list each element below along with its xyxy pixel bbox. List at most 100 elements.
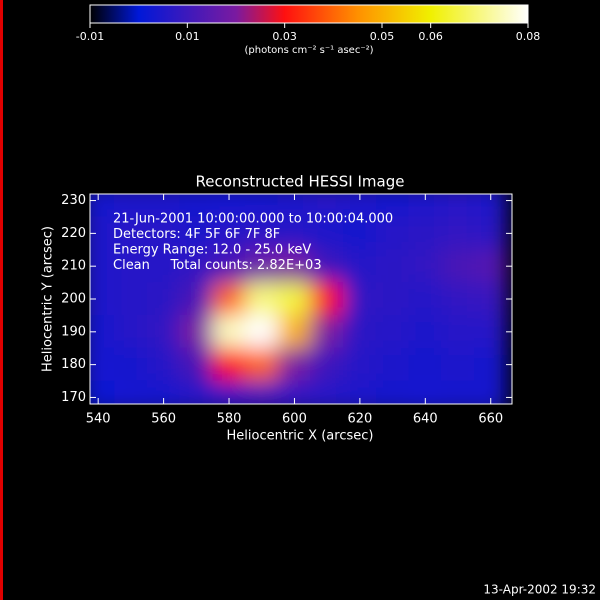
heatmap-cell	[310, 314, 345, 349]
heatmap-cell	[146, 347, 181, 382]
heatmap-cell	[212, 194, 246, 218]
heatmap-cell	[114, 347, 148, 382]
heatmap-cell	[310, 282, 345, 316]
heatmap-cell	[146, 249, 181, 284]
heatmap-cell	[244, 314, 279, 349]
heatmap-cell	[408, 249, 443, 284]
heatmap-cell	[343, 194, 377, 218]
heatmap-cell	[114, 194, 148, 218]
x-tick-label: 620	[347, 412, 372, 427]
heatmap-cell	[343, 282, 377, 316]
x-tick-label: 660	[478, 412, 503, 427]
heatmap-cell	[146, 282, 181, 316]
y-tick-label: 200	[61, 292, 86, 307]
x-tick-label: 580	[217, 412, 242, 427]
heatmap-cell	[212, 380, 246, 404]
y-tick-label: 170	[61, 390, 86, 405]
colorbar-tick-label: 0.08	[516, 30, 541, 43]
heatmap-cell	[146, 314, 181, 349]
heatmap-cell	[375, 347, 410, 382]
heatmap-cell	[310, 347, 345, 382]
heatmap-cell	[146, 380, 181, 404]
y-tick-label: 230	[61, 193, 86, 208]
heatmap-cell	[441, 380, 475, 404]
annotation: Detectors: 4F 5F 6F 7F 8F	[113, 227, 280, 242]
heatmap-cell	[277, 216, 312, 251]
y-tick-label: 180	[61, 357, 86, 372]
chart-title: Reconstructed HESSI Image	[196, 173, 405, 191]
timestamp: 13-Apr-2002 19:32	[483, 583, 596, 597]
heatmap-cell	[114, 249, 148, 284]
heatmap	[90, 194, 508, 404]
y-tick-label: 220	[61, 226, 86, 241]
heatmap-cell	[114, 314, 148, 349]
heatmap-cell	[244, 380, 279, 404]
x-tick-label: 560	[151, 412, 176, 427]
heatmap-cell	[146, 194, 181, 218]
heatmap-cell	[310, 249, 345, 284]
colorbar-tick-label: 0.01	[175, 30, 200, 43]
heatmap-cell	[310, 380, 345, 404]
x-axis-label: Heliocentric X (arcsec)	[227, 429, 374, 444]
heatmap-cell	[408, 380, 443, 404]
heatmap-cell	[375, 216, 410, 251]
heatmap-cell	[441, 216, 475, 251]
colorbar-label: (photons cm⁻² s⁻¹ asec⁻²)	[244, 45, 373, 56]
heatmap-cell	[441, 194, 475, 218]
heatmap-cell	[473, 347, 508, 382]
heatmap-cell	[114, 282, 148, 316]
heatmap-cell	[441, 314, 475, 349]
colorbar-tick-label: -0.01	[76, 30, 104, 43]
heatmap-cell	[244, 194, 279, 218]
annotation: Energy Range: 12.0 - 25.0 keV	[113, 243, 311, 258]
heatmap-cell	[244, 282, 279, 316]
heatmap-cell	[408, 282, 443, 316]
heatmap-cell	[310, 194, 345, 218]
heatmap-cell	[90, 380, 116, 404]
heatmap-cell	[473, 249, 508, 284]
heatmap-cell	[179, 216, 214, 251]
y-tick-label: 190	[61, 324, 86, 339]
heatmap-cell	[473, 380, 508, 404]
heatmap-cell	[212, 314, 246, 349]
y-axis-label: Heliocentric Y (arcsec)	[41, 226, 56, 372]
heatmap-cell	[375, 282, 410, 316]
x-tick-label: 540	[86, 412, 111, 427]
heatmap-cell	[473, 314, 508, 349]
heatmap-cell	[343, 216, 377, 251]
heatmap-cell	[343, 380, 377, 404]
heatmap-cell	[244, 216, 279, 251]
heatmap-cell	[277, 282, 312, 316]
heatmap-cell	[343, 314, 377, 349]
colorbar-tick-label: 0.03	[272, 30, 297, 43]
heatmap-cell	[114, 216, 148, 251]
heatmap-cell	[244, 347, 279, 382]
heatmap-cell	[441, 347, 475, 382]
annotation: 21-Jun-2001 10:00:00.000 to 10:00:04.000	[113, 212, 393, 227]
heatmap-cell	[212, 249, 246, 284]
heatmap-cell	[441, 249, 475, 284]
heatmap-cell	[244, 249, 279, 284]
heatmap-cell	[277, 347, 312, 382]
heatmap-cell	[473, 194, 508, 218]
heatmap-cell	[408, 194, 443, 218]
heatmap-cell	[277, 380, 312, 404]
annotation: Clean Total counts: 2.82E+03	[113, 258, 322, 273]
heatmap-cell	[408, 314, 443, 349]
x-tick-label: 600	[282, 412, 307, 427]
heatmap-cell	[343, 249, 377, 284]
heatmap-cell	[343, 347, 377, 382]
heatmap-cell	[473, 282, 508, 316]
image-area	[90, 194, 508, 404]
heatmap-cell	[179, 380, 214, 404]
y-tick-label: 210	[61, 259, 86, 274]
heatmap-cell	[310, 216, 345, 251]
heatmap-cell	[408, 216, 443, 251]
heatmap-cell	[375, 380, 410, 404]
heatmap-cell	[90, 194, 116, 218]
heatmap-cell	[212, 216, 246, 251]
window-edge	[0, 0, 3, 600]
heatmap-cell	[179, 347, 214, 382]
x-tick-label: 640	[413, 412, 438, 427]
